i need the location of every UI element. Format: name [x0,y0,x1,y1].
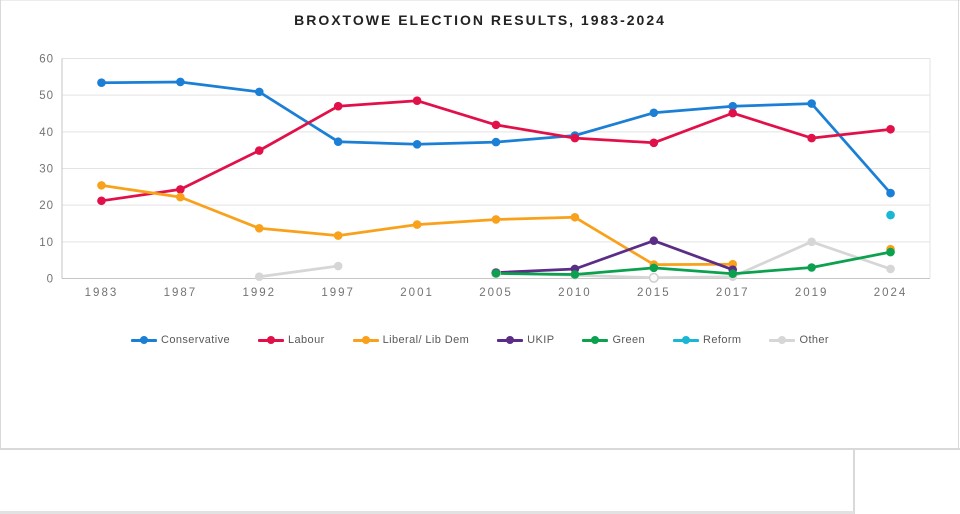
data-point-other-1992 [254,272,264,281]
pane-divider-vertical [853,450,855,514]
y-axis-tick-label: 40 [39,127,54,139]
chart-object-bottom-border [0,448,960,450]
data-point-labour-2019 [807,133,816,143]
data-point-labour-2005 [491,120,501,130]
data-point-liberal-lib-dem-2001 [412,220,422,229]
x-axis-tick-label: 1987 [164,287,198,299]
x-axis-tick-label: 2024 [874,287,908,299]
bottom-edge-border [0,511,854,514]
data-point-labour-1997 [333,101,343,111]
legend-marker-icon [131,336,157,345]
data-point-conservative-1987 [176,77,185,87]
data-point-liberal-lib-dem-2005 [491,215,501,224]
data-point-green-2019 [807,263,816,272]
data-point-ukip-2015 [649,236,659,246]
data-point-other-2019 [807,237,816,247]
y-axis-tick-label: 0 [47,274,54,286]
legend-label: Labour [288,334,325,346]
x-axis-tick-label: 1997 [321,287,355,299]
series-line-liberal-lib-dem [102,185,891,264]
data-point-conservative-2017 [728,101,738,111]
legend-marker-icon [497,336,524,345]
data-point-conservative-1997 [333,137,343,147]
legend-label: Conservative [161,334,230,346]
x-axis-tick-label: 2019 [795,287,829,299]
y-axis-tick-label: 60 [39,54,54,66]
data-point-green-2015 [649,263,659,273]
legend-item-ukip: UKIP [497,334,554,346]
data-point-other-2024 [886,264,895,274]
data-point-conservative-2001 [412,140,422,149]
legend-label: Green [612,334,646,346]
data-point-green-2017 [728,269,738,279]
x-axis-tick-label: 2017 [716,287,750,299]
data-point-labour-2015 [649,138,659,148]
legend-marker-icon [352,336,379,345]
x-axis-tick-label: 2005 [479,287,513,299]
legend-label: UKIP [527,334,555,346]
y-axis-tick-label: 50 [39,90,54,102]
data-point-labour-2001 [412,96,422,105]
data-point-labour-1992 [254,146,264,155]
data-point-labour-2010 [570,133,580,143]
data-point-liberal-lib-dem-1983 [97,181,106,190]
data-point-liberal-lib-dem-2010 [570,212,580,222]
legend-item-liberal-lib-dem: Liberal/ Lib Dem [352,334,470,346]
data-point-labour-1983 [97,196,106,206]
legend-marker-icon [258,336,284,345]
data-point-conservative-1983 [97,78,106,87]
series-line-ukip [494,239,735,274]
legend-item-other: Other [769,334,829,346]
x-axis-tick-label: 2015 [637,287,671,299]
legend-label: Other [799,334,829,346]
y-axis-tick-label: 10 [39,237,54,249]
series-line-labour [100,99,892,203]
data-point-labour-2024 [886,124,895,134]
data-point-green-2024 [886,247,895,257]
chart-legend: Conservative Labour Liberal/ Lib Dem UKIP Gr… [0,334,960,346]
data-point-liberal-lib-dem-1997 [333,231,343,240]
y-axis-tick-label: 20 [39,200,54,212]
legend-marker-icon [582,336,609,345]
x-axis-tick-label: 2010 [558,287,592,299]
data-point-liberal-lib-dem-1992 [254,223,264,233]
top-edge-border [0,0,960,1]
data-point-conservative-2005 [491,137,501,147]
x-axis-tick-label: 2001 [400,287,434,299]
data-point-reform-2024 [886,210,895,220]
data-point-green-2010 [570,270,580,279]
election-line-chart: 0 10 20 30 40 50 60 1983 1987 1992 1997 2001 2005 201… [39,54,931,299]
x-axis-tick-label: 1992 [242,287,276,299]
legend-marker-icon [769,336,796,345]
y-axis-tick-label: 30 [39,164,54,176]
data-point-conservative-1992 [254,87,264,97]
data-point-labour-2017 [728,108,738,118]
x-axis-tick-label: 1983 [85,287,119,299]
data-point-labour-1987 [176,185,185,194]
left-edge-border [0,0,1,450]
series-line-conservative [100,80,892,195]
series-line-green [494,250,892,276]
legend-item-conservative: Conservative [131,334,230,346]
legend-marker-icon [673,336,700,345]
legend-label: Reform [703,334,742,346]
data-point-other-1997 [333,261,343,271]
data-point-other-2015 [648,272,659,283]
legend-item-green: Green [582,334,645,346]
data-point-liberal-lib-dem-1987 [176,192,185,202]
data-point-conservative-2019 [807,99,816,108]
data-point-conservative-2024 [886,188,895,198]
legend-item-reform: Reform [673,334,741,346]
chart-title: BROXTOWE ELECTION RESULTS, 1983-2024 [294,12,666,28]
right-edge-border [958,0,959,450]
legend-item-labour: Labour [258,334,325,346]
data-point-green-2005 [491,269,501,278]
data-point-conservative-2015 [649,108,659,118]
legend-label: Liberal/ Lib Dem [382,334,470,346]
